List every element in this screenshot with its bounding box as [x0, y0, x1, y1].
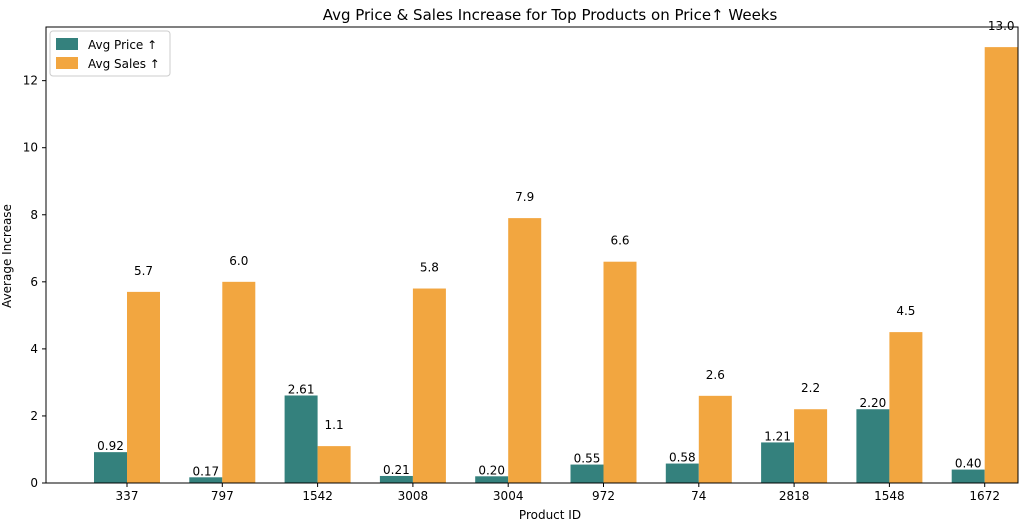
x-tick-label: 972	[592, 489, 615, 503]
bar-avg-sales	[889, 332, 923, 483]
y-axis-title: Average Increase	[0, 204, 14, 308]
bar-avg-sales	[222, 281, 256, 483]
data-label-avg-sales: 7.9	[515, 190, 534, 204]
bar-avg-price	[951, 469, 985, 483]
x-tick-label: 74	[691, 489, 706, 503]
bar-avg-price	[570, 464, 604, 483]
bar-avg-price	[856, 409, 890, 483]
x-tick-label: 797	[211, 489, 234, 503]
data-label-avg-sales: 4.5	[896, 304, 915, 318]
legend-box	[49, 30, 171, 77]
bar-avg-sales	[412, 288, 446, 483]
bar-avg-sales	[984, 47, 1018, 483]
chart-title: Avg Price & Sales Increase for Top Produ…	[323, 6, 778, 24]
x-tick-label: 3004	[493, 489, 524, 503]
data-label-avg-price: 0.40	[955, 457, 982, 471]
bar-avg-price	[761, 442, 795, 483]
data-label-avg-price: 2.20	[860, 396, 887, 410]
data-label-avg-sales: 6.6	[610, 234, 629, 248]
bar-avg-sales	[127, 291, 160, 483]
data-label-avg-sales: 2.6	[706, 368, 725, 382]
y-tick-label: 2	[30, 409, 38, 423]
bar-avg-price	[379, 475, 413, 483]
bar-avg-sales	[794, 409, 828, 483]
bars-group	[94, 47, 1018, 483]
y-tick-label: 10	[23, 141, 38, 155]
data-label-avg-sales: 6.0	[229, 254, 248, 268]
x-axis-title: Product ID	[519, 508, 581, 522]
legend-swatch-avg-price	[56, 38, 78, 50]
legend: Avg Price ↑ Avg Sales ↑	[49, 30, 171, 77]
data-label-avg-price: 0.58	[669, 451, 696, 465]
data-label-avg-sales: 5.7	[134, 264, 153, 278]
y-ticks-group: 0 2 4 6 8 10 12	[23, 74, 46, 490]
plot-frame	[45, 26, 1019, 484]
bar-avg-price	[475, 476, 509, 483]
bar-avg-sales	[698, 395, 732, 483]
legend-label-avg-sales: Avg Sales ↑	[88, 57, 160, 71]
bar-avg-price	[284, 395, 318, 483]
y-tick-label: 0	[30, 476, 38, 490]
bar-avg-sales	[508, 218, 542, 483]
y-tick-label: 4	[30, 342, 38, 356]
y-tick-label: 8	[30, 208, 38, 222]
x-tick-label: 3008	[398, 489, 429, 503]
data-label-avg-price: 0.20	[478, 463, 505, 477]
bar-avg-price	[189, 477, 223, 483]
data-label-avg-sales: 1.1	[325, 418, 344, 432]
bar-avg-price	[665, 463, 699, 483]
bar-avg-sales	[317, 446, 351, 483]
data-label-avg-price: 0.17	[192, 464, 219, 478]
legend-label-avg-price: Avg Price ↑	[88, 38, 157, 52]
data-labels-group: 0.92 5.7 0.17 6.0 2.61 1.1 0.21 5.8 0.20 7.9 0.55 6…	[97, 19, 1014, 478]
data-label-avg-price: 2.61	[288, 382, 315, 396]
data-label-avg-sales: 5.8	[420, 261, 439, 275]
data-label-avg-sales: 2.2	[801, 381, 820, 395]
y-tick-label: 12	[23, 74, 38, 88]
x-tick-label: 1542	[302, 489, 333, 503]
x-ticks-group: 337 797 1542 3008 3004 972 74 2818 1548 1672	[116, 483, 1000, 503]
data-label-avg-price: 0.21	[383, 463, 410, 477]
data-label-avg-price: 0.55	[574, 452, 601, 466]
data-label-avg-price: 1.21	[764, 429, 791, 443]
y-tick-label: 6	[30, 275, 38, 289]
x-tick-label: 1672	[969, 489, 1000, 503]
x-tick-label: 337	[116, 489, 139, 503]
bar-avg-sales	[603, 261, 637, 483]
data-label-avg-price: 0.92	[97, 439, 124, 453]
bar-avg-price	[94, 452, 127, 483]
x-tick-label: 2818	[779, 489, 810, 503]
legend-swatch-avg-sales	[56, 57, 78, 69]
data-label-avg-sales: 13.0	[988, 19, 1015, 33]
x-tick-label: 1548	[874, 489, 905, 503]
